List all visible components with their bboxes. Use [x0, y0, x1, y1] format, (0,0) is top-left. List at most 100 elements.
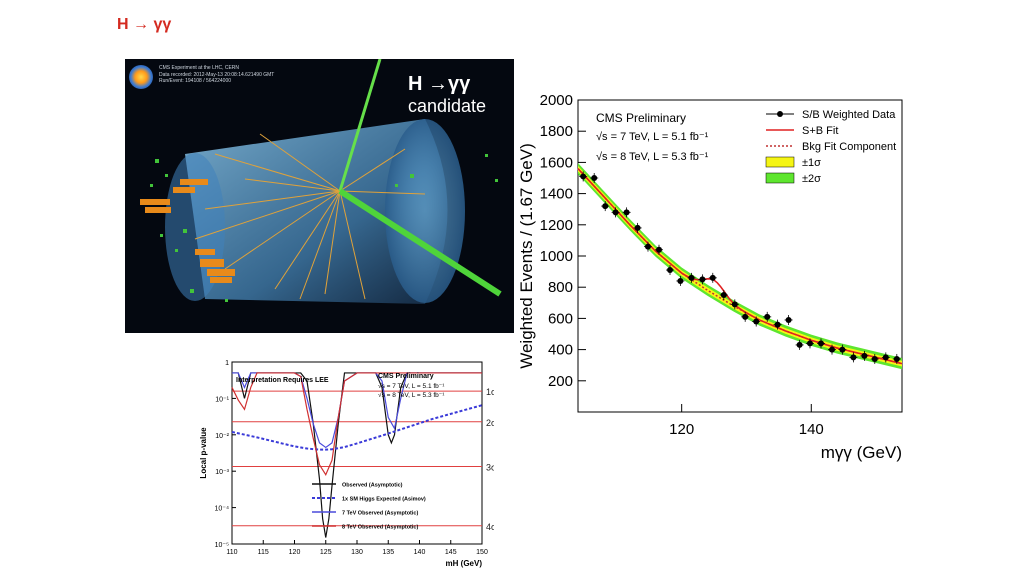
slide-title: H → γγ: [117, 16, 172, 33]
endcap: [385, 119, 465, 303]
sigma-label: 4σ: [486, 522, 494, 532]
x-tick-label: 115: [258, 549, 269, 556]
mass-frame: [577, 99, 903, 413]
y-tick-label: 200: [548, 373, 573, 390]
data-point: [850, 354, 857, 361]
pvalue-energy-line: √s = 7 TeV, L = 5.1 fb⁻¹: [378, 382, 445, 390]
event-info-line: Data recorded: 2012-May-13 20:08:14.6214…: [159, 71, 275, 78]
sigma-label: 1σ: [486, 387, 494, 397]
mass-legend-label: S/B Weighted Data: [802, 109, 896, 121]
mass-legend-swatch: [777, 111, 783, 117]
pvalue-legend-label: 7 TeV Observed (Asymptotic): [342, 511, 418, 517]
photon-2: [338, 188, 502, 297]
y-tick-label: 400: [548, 342, 573, 359]
pvalue-annotation: Interpretation Requires LEE: [236, 377, 329, 384]
data-point: [764, 313, 771, 320]
data-point: [623, 209, 630, 216]
mass-energy-line: √s = 7 TeV, L = 5.1 fb⁻¹: [596, 131, 709, 143]
pvalue-legend-label: 8 TeV Observed (Asymptotic): [342, 525, 418, 531]
x-tick-label: 150: [476, 549, 488, 556]
event-title-line1: H →γγ: [408, 73, 471, 95]
local-pvalue-chart: 1σ 2σ 3σ 4σ 110 115 120 125 130 135 140 145 150 1 10⁻¹…: [196, 352, 497, 572]
data-point: [720, 292, 727, 298]
data-point: [709, 274, 716, 281]
event-info-line: CMS Experiment at the LHC, CERN: [159, 65, 240, 71]
pvalue-frame: [231, 361, 483, 545]
mass-legend-label: ±1σ: [802, 157, 821, 169]
y-tick-label: 600: [548, 310, 573, 327]
pvalue-legend-label: 1x SM Higgs Expected (Asimov): [342, 497, 426, 503]
x-tick-label: 120: [289, 549, 301, 556]
mass-legend-label: S+B Fit: [802, 125, 838, 137]
tracker-hits: [150, 154, 498, 302]
data-point: [612, 209, 619, 216]
x-tick-label: 140: [414, 549, 426, 556]
mass-legend-label: ±2σ: [802, 173, 821, 185]
x-tick-label: 130: [351, 549, 363, 556]
data-point: [688, 274, 695, 281]
mass-plot: 200 400 600 800 1000 1200 1400 1600 1800 2000 120 1…: [517, 92, 903, 462]
x-tick-label: 140: [799, 421, 824, 438]
data-point: [602, 203, 609, 210]
data-point: [580, 173, 587, 180]
data-point: [893, 355, 900, 362]
y-axis-label: Weighted Events / (1.67 GeV): [517, 143, 536, 369]
tracks: [194, 133, 426, 300]
y-tick-label: 1000: [540, 248, 573, 265]
x-tick-label: 110: [226, 549, 237, 556]
pvalue-legend-title: CMS Preliminary: [378, 373, 434, 380]
mass-legend-swatch: [765, 172, 795, 184]
event-title: H →γγ candidate: [408, 73, 486, 117]
data-point: [871, 355, 878, 362]
mass-spectrum-chart: 200 400 600 800 1000 1200 1400 1600 1800 2000 120 1…: [516, 90, 908, 462]
cms-logo: [129, 65, 153, 89]
mass-energy-line: √s = 8 TeV, L = 5.3 fb⁻¹: [596, 151, 709, 163]
data-point: [796, 341, 803, 348]
x-axis-label: mH (GeV): [446, 559, 483, 568]
y-tick-label: 2000: [540, 92, 573, 109]
y-tick-label: 1400: [540, 186, 573, 203]
data-point: [806, 340, 813, 347]
y-tick-label: 10⁻⁴: [215, 506, 230, 513]
y-tick-label: 1200: [540, 217, 573, 234]
data-point: [774, 321, 781, 328]
y-axis-label: Local p-value: [199, 427, 208, 479]
data-point: [882, 354, 889, 361]
splusb-fit-line: [577, 168, 903, 365]
detector-drawing: [140, 59, 502, 304]
data-point: [656, 246, 662, 253]
data-point: [644, 243, 651, 250]
data-point: [699, 276, 706, 283]
mass-legend-label: Bkg Fit Component: [802, 141, 896, 153]
x-tick-label: 120: [669, 421, 694, 438]
y-tick-label: 10⁻³: [215, 469, 229, 476]
data-point: [818, 340, 824, 347]
data-point: [634, 224, 641, 231]
data-point: [667, 267, 674, 274]
sigma-label: 2σ: [486, 418, 494, 428]
mass-legend-title: CMS Preliminary: [596, 111, 686, 125]
pvalue-plot: 1σ 2σ 3σ 4σ 110 115 120 125 130 135 140 145 150 1 10⁻¹…: [199, 360, 497, 568]
data-point: [742, 313, 749, 320]
barrel-body: [185, 119, 448, 304]
pvalue-energy-line: √s = 8 TeV, L = 5.3 fb⁻¹: [378, 391, 445, 399]
sigma-label: 3σ: [486, 462, 494, 472]
event-title-line2: candidate: [408, 96, 487, 116]
y-tick-label: 10⁻⁵: [215, 542, 229, 549]
pvalue-series-line: [231, 404, 483, 451]
event-info-line: Run/Event: 194108 / 564224000: [159, 78, 232, 84]
y-tick-label: 1: [225, 360, 229, 367]
x-axis-label: mγγ (GeV): [821, 443, 902, 462]
data-point: [591, 175, 598, 181]
y-tick-label: 800: [548, 279, 573, 296]
y-tick-label: 10⁻²: [215, 433, 229, 440]
y-tick-label: 10⁻¹: [215, 396, 229, 403]
data-point: [839, 346, 846, 353]
event-info: CMS Experiment at the LHC, CERN Data rec…: [159, 65, 274, 85]
x-tick-label: 145: [445, 549, 457, 556]
event-display-image: CMS Experiment at the LHC, CERN Data rec…: [125, 59, 514, 333]
pvalue-legend-label: Observed (Asymptotic): [342, 483, 403, 489]
data-point: [829, 346, 836, 353]
photon-1: [338, 59, 382, 192]
y-tick-label: 1600: [540, 154, 573, 171]
